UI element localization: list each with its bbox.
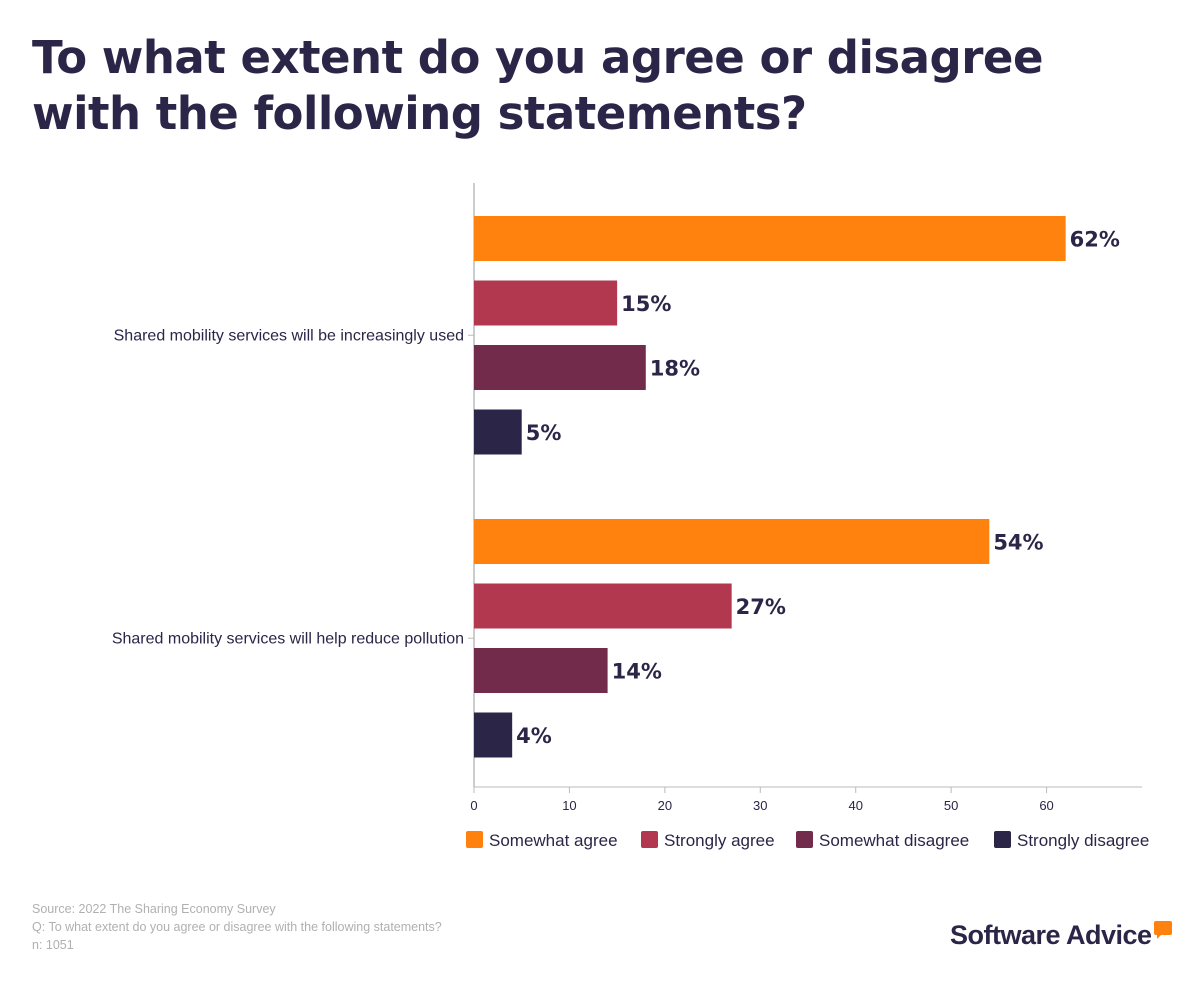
bar bbox=[474, 712, 513, 758]
bar bbox=[474, 519, 990, 564]
source-note: Source: 2022 The Sharing Economy Survey bbox=[32, 902, 276, 916]
legend-swatch bbox=[796, 831, 813, 848]
x-tick-label: 20 bbox=[658, 798, 672, 813]
data-label: 18% bbox=[650, 357, 700, 381]
software-advice-logo: Software Advice bbox=[950, 920, 1152, 950]
data-label: 15% bbox=[621, 292, 671, 316]
category-label: Shared mobility services will be increas… bbox=[114, 327, 464, 344]
chart-title: To what extent do you agree or disagree … bbox=[32, 31, 1043, 140]
sample-size: n: 1051 bbox=[32, 938, 74, 952]
data-label: 62% bbox=[1070, 228, 1120, 252]
legend-label: Strongly disagree bbox=[1017, 831, 1149, 850]
bar bbox=[474, 345, 646, 390]
question-note: Q: To what extent do you agree or disagr… bbox=[32, 920, 442, 934]
footer: Source: 2022 The Sharing Economy Survey … bbox=[32, 900, 442, 954]
category-label: Shared mobility services will help reduc… bbox=[112, 630, 464, 647]
data-label: 27% bbox=[736, 595, 786, 619]
bar bbox=[474, 648, 608, 693]
x-tick-label: 0 bbox=[470, 798, 477, 813]
data-label: 14% bbox=[612, 660, 662, 684]
speech-bubble-icon bbox=[1154, 921, 1172, 939]
bar bbox=[474, 409, 522, 455]
bar bbox=[474, 216, 1066, 261]
x-tick-label: 30 bbox=[753, 798, 767, 813]
legend-swatch bbox=[466, 831, 483, 848]
legend-swatch bbox=[641, 831, 658, 848]
x-tick-label: 60 bbox=[1039, 798, 1053, 813]
data-label: 4% bbox=[516, 724, 552, 748]
x-tick-label: 40 bbox=[848, 798, 862, 813]
legend-label: Somewhat agree bbox=[489, 831, 618, 850]
x-tick-label: 10 bbox=[562, 798, 576, 813]
data-label: 54% bbox=[993, 531, 1043, 555]
legend-swatch bbox=[994, 831, 1011, 848]
bar bbox=[474, 583, 732, 629]
legend-label: Strongly agree bbox=[664, 831, 775, 850]
x-tick-label: 50 bbox=[944, 798, 958, 813]
legend-label: Somewhat disagree bbox=[819, 831, 969, 850]
bar bbox=[474, 280, 618, 326]
data-label: 5% bbox=[526, 421, 562, 445]
